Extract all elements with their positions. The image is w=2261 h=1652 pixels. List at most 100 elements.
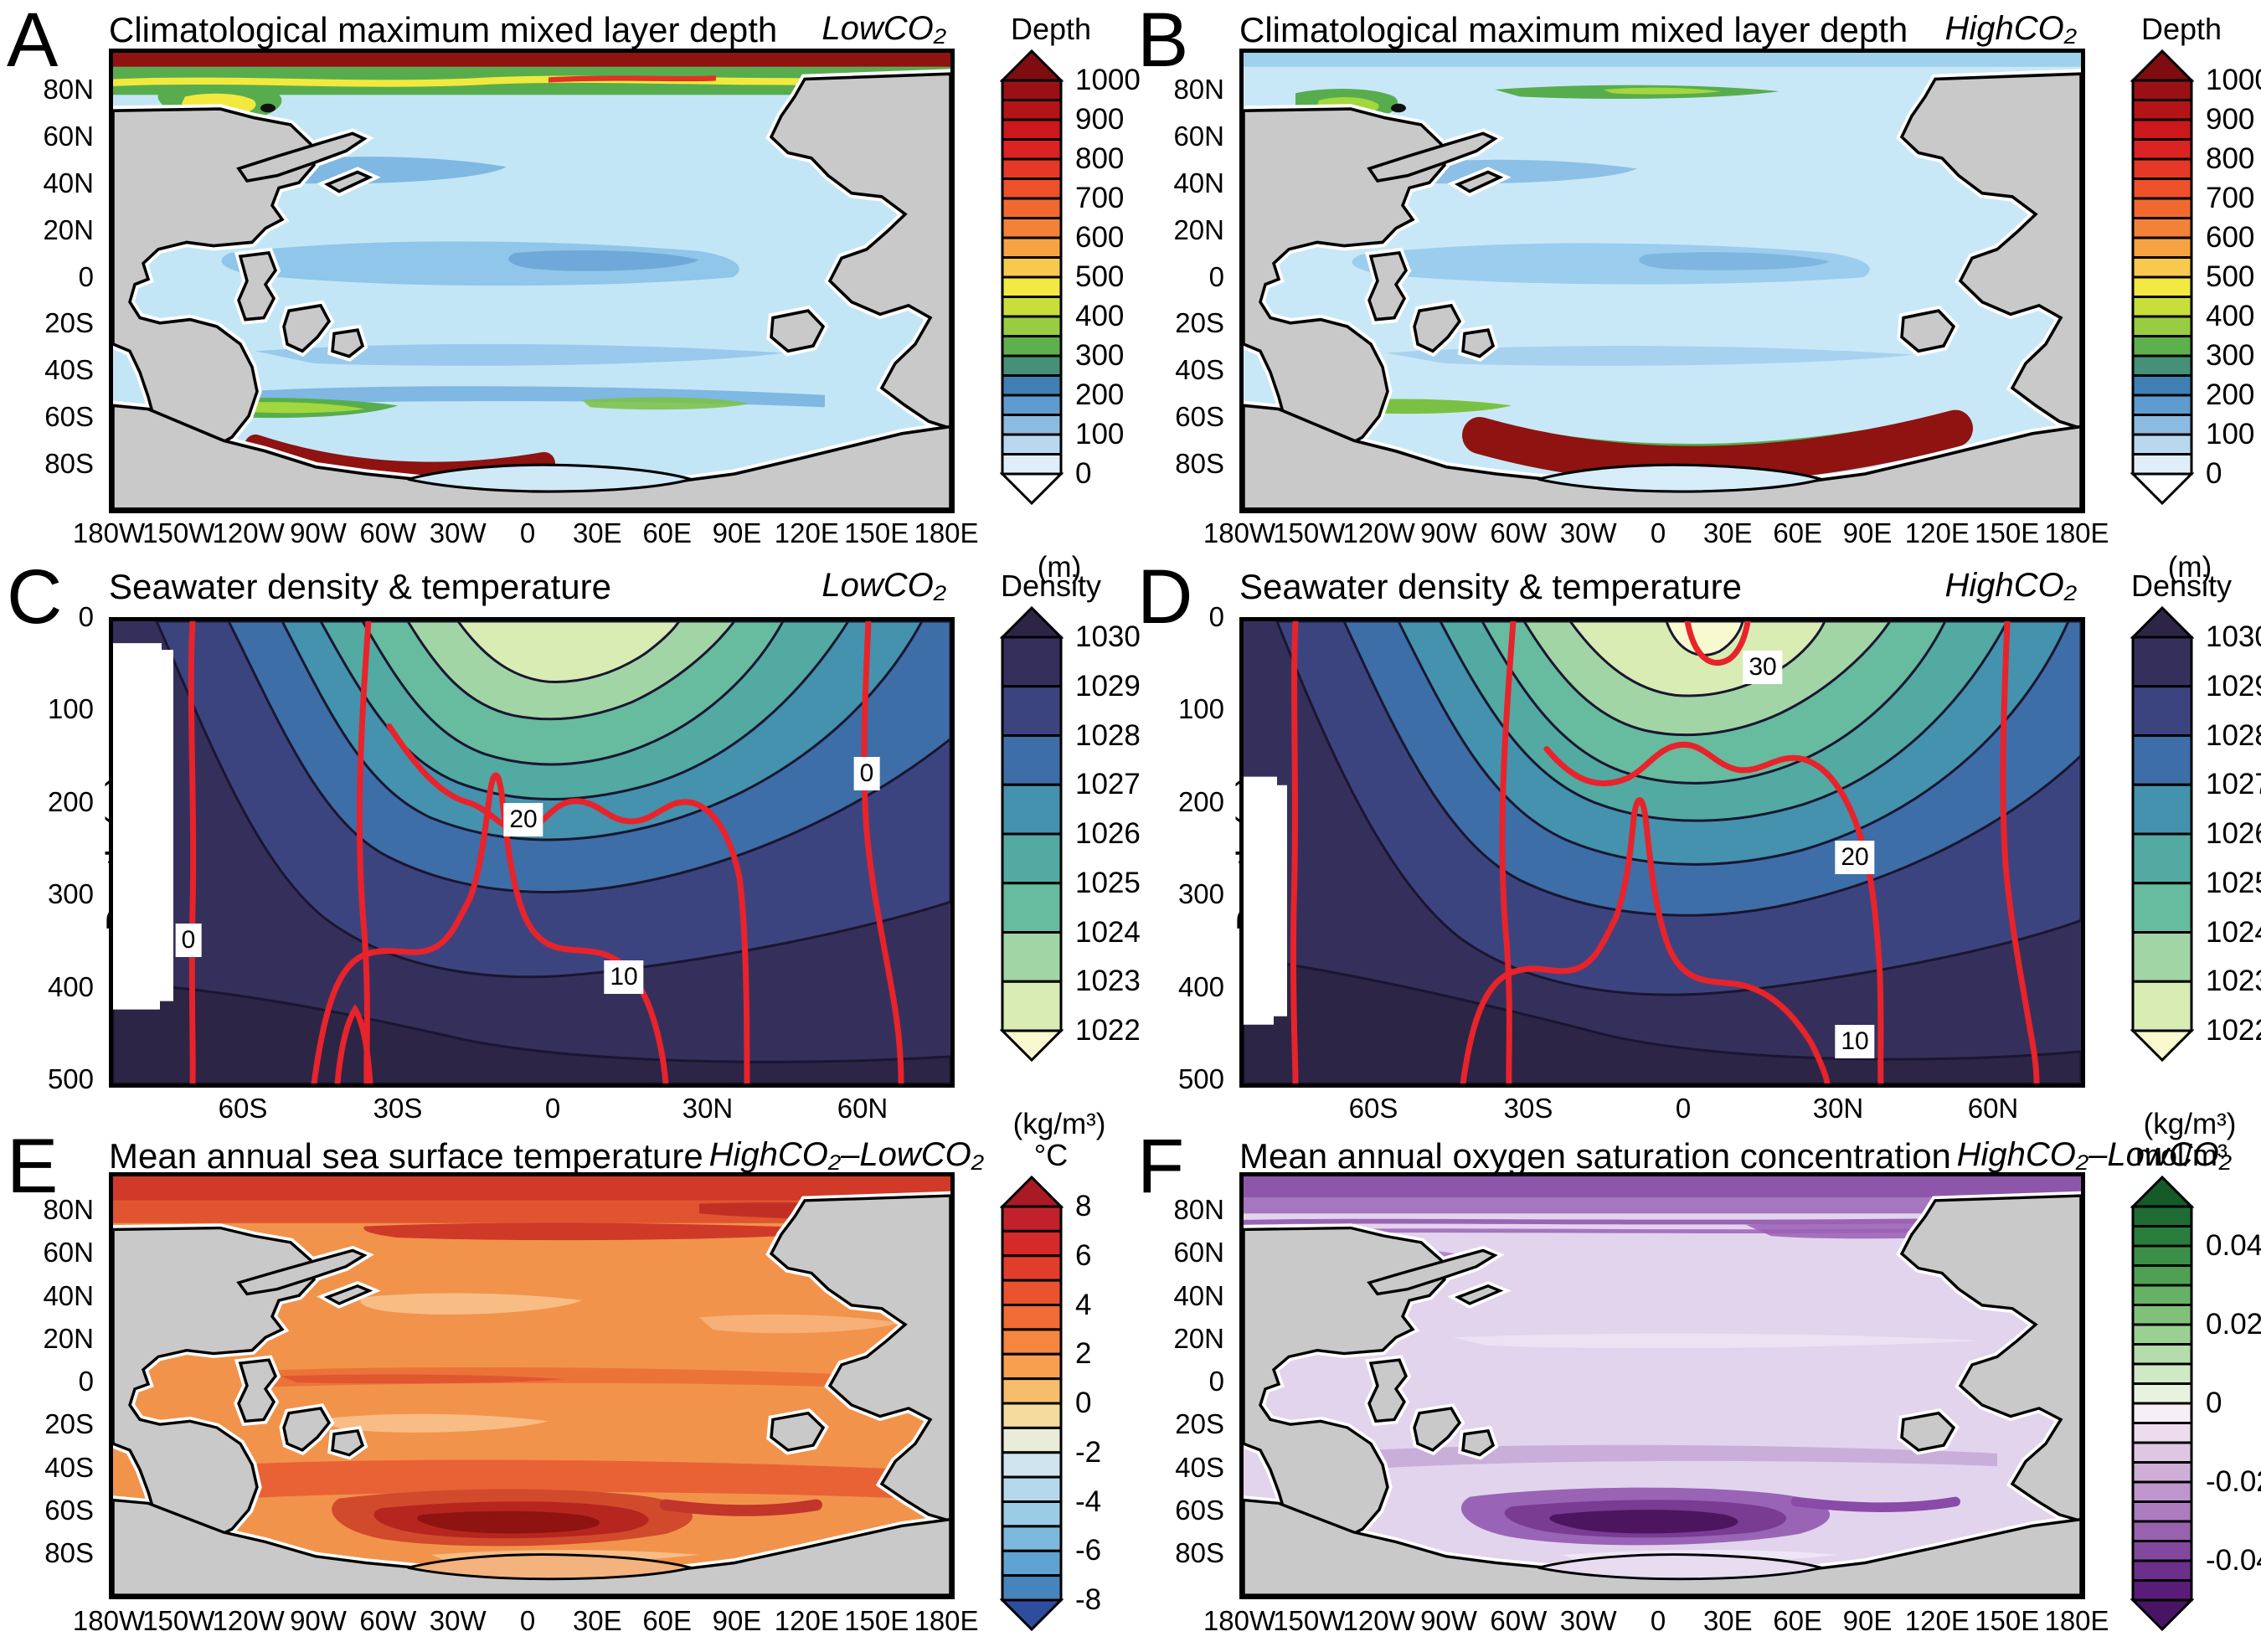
tick-mark [1964, 509, 1966, 513]
tick-mark [109, 620, 113, 624]
tick-mark [1738, 1083, 1740, 1088]
map-art-f [1244, 1176, 2081, 1595]
x-tick-label: 60S [218, 1093, 268, 1124]
tick-mark [1239, 185, 1244, 189]
y-tick-label: 80N [1173, 1194, 1224, 1225]
tick-mark [950, 953, 955, 955]
x-tick-label: 180E [914, 517, 979, 548]
tick-mark [109, 397, 113, 399]
tick-mark [1242, 509, 1246, 513]
tick-mark [2081, 1556, 2085, 1560]
tick-mark [135, 1172, 137, 1176]
tick-mark [400, 1083, 404, 1088]
tick-mark [109, 841, 113, 844]
colorbar-tick-label: 0.04 [2206, 1229, 2261, 1262]
tick-mark [1531, 617, 1535, 621]
tick-mark [833, 1172, 836, 1176]
y-tick-label: 20S [1175, 307, 1224, 339]
tick-mark [1777, 49, 1779, 53]
x-tick-label: 60E [642, 1605, 693, 1636]
tick-mark [1521, 509, 1525, 513]
colorbar-scale [999, 49, 1064, 510]
tick-mark [1800, 49, 1804, 53]
y-tick-label: 100 [1177, 693, 1224, 725]
colorbar-tick-label: -6 [1075, 1534, 1102, 1567]
tick-mark [484, 1595, 487, 1599]
tick-mark [109, 373, 113, 377]
tick-mark [814, 617, 816, 621]
tick-mark [109, 1556, 113, 1560]
tick-mark [950, 1363, 955, 1366]
contour-label: 20 [503, 803, 543, 837]
tick-mark [1451, 509, 1455, 513]
tick-mark [109, 1027, 113, 1029]
x-axis-labels-a: 180W 150W 120W 90W 60W 30W 0 30E 60E 90E 120E 150E 1… [73, 517, 979, 551]
tick-mark [2081, 916, 2085, 919]
tick-mark [1242, 1172, 1246, 1176]
colorbar-tick-label: 1029 [2206, 669, 2261, 702]
tick-mark [1568, 49, 1570, 53]
tick-mark [484, 49, 487, 53]
tick-mark [245, 617, 250, 621]
x-tick-label: 30E [1702, 517, 1753, 548]
x-tick-label: 90E [1842, 1605, 1893, 1636]
tick-mark [950, 1556, 955, 1560]
tick-mark [109, 1363, 113, 1366]
colorbar-title: Density [1000, 569, 1102, 603]
contour-label: 0 [853, 757, 880, 791]
tick-mark [250, 1172, 255, 1176]
tick-mark [950, 1082, 955, 1086]
tick-mark [659, 617, 662, 621]
tick-mark [1777, 1172, 1779, 1176]
y-tick-label: 0 [1208, 1366, 1224, 1397]
x-tick-label: 0 [1675, 1093, 1692, 1124]
y-tick-label: 400 [47, 970, 94, 1002]
tick-mark [530, 49, 534, 53]
tick-mark [1635, 1083, 1637, 1088]
tick-mark [344, 1595, 347, 1599]
tick-mark [2033, 49, 2036, 53]
tick-mark [555, 1083, 559, 1088]
tick-mark [878, 49, 883, 53]
x-tick-label: 150W [142, 517, 215, 548]
x-tick-label: 30W [1559, 517, 1617, 548]
x-tick-label: 30E [572, 517, 622, 548]
tick-mark [646, 509, 649, 513]
tick-mark [1289, 1172, 1291, 1176]
colorbar-tick-label: 1030 [2206, 620, 2261, 653]
tick-mark [659, 1083, 662, 1088]
tick-mark [1239, 373, 1244, 377]
colorbar-scale [2130, 605, 2195, 1067]
tick-mark [950, 1341, 955, 1345]
tick-mark [109, 768, 113, 770]
map-plot-e [109, 1172, 955, 1599]
tick-mark [1870, 509, 1874, 513]
tick-mark [2081, 823, 2085, 826]
tick-mark [2057, 509, 2059, 513]
colorbar-tick-label: -8 [1075, 1583, 1102, 1616]
section-art-d [1244, 621, 2081, 1083]
tick-mark [507, 49, 510, 53]
tick-mark [2081, 397, 2085, 399]
tick-mark [1800, 509, 1804, 513]
colorbar-tick-label: 1023 [2206, 965, 2261, 998]
tick-mark [2081, 1298, 2085, 1302]
tick-mark [1893, 49, 1896, 53]
tick-mark [1638, 1595, 1640, 1599]
tick-mark [111, 1172, 116, 1176]
tick-mark [437, 509, 440, 513]
colorbar-tick-label: 1026 [2206, 817, 2261, 850]
tick-mark [809, 1595, 813, 1599]
y-tick-label: 80S [44, 447, 94, 479]
tick-mark [1661, 49, 1665, 53]
panel-title-a: Climatological maximum mixed layer depth [109, 10, 778, 49]
tick-mark [1336, 1172, 1338, 1176]
y-tick-label: 40S [1175, 1451, 1224, 1483]
tick-mark [2081, 804, 2085, 808]
colorbar-tick-label: 0 [1075, 1387, 1092, 1419]
colorbar-tick-label: -0.02 [2206, 1465, 2261, 1498]
tick-mark [1870, 49, 1874, 53]
tick-mark [2081, 256, 2085, 259]
tick-mark [1239, 768, 1244, 770]
tick-mark [2081, 1341, 2085, 1345]
